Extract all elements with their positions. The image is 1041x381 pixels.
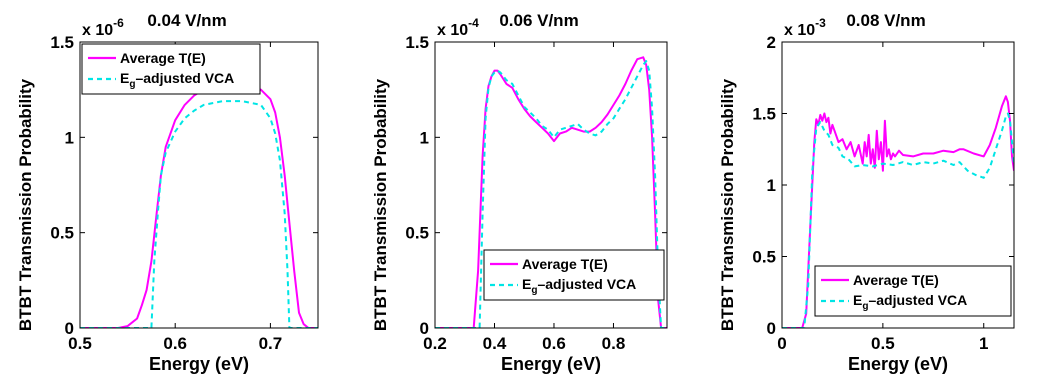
legend-box	[81, 43, 261, 95]
chart-title: 0.08 V/nm	[846, 11, 925, 30]
chart-title: 0.04 V/nm	[147, 11, 226, 30]
x-axis-label: Energy (eV)	[501, 354, 601, 374]
vca-series-line	[80, 100, 318, 328]
legend: Average T(E) Eg–adjusted VCA	[814, 265, 1012, 317]
x-tick-label: 0.7	[259, 334, 283, 353]
x-tick-label: 0.4	[483, 334, 507, 353]
y-tick-label: 0.5	[752, 248, 776, 267]
legend-label-average: Average T(E)	[853, 272, 939, 288]
y-tick-label: 1	[420, 128, 429, 147]
legend: Average T(E) Eg–adjusted VCA	[483, 249, 665, 301]
x-tick-label: 0.5	[68, 334, 92, 353]
scale-multiplier: x 10-3	[784, 16, 826, 39]
y-tick-label: 0.5	[405, 224, 429, 243]
axes-box	[79, 41, 319, 329]
x-tick-label: 0	[777, 334, 786, 353]
x-tick-label: 0.5	[871, 334, 895, 353]
legend-label-average: Average T(E)	[522, 256, 608, 272]
x-tick-label: 0.8	[602, 334, 626, 353]
x-axis-label: Energy (eV)	[848, 354, 948, 374]
y-tick-label: 1	[65, 128, 74, 147]
y-tick-label: 1.5	[752, 105, 776, 124]
axes-box	[434, 41, 668, 329]
y-tick-label: 0	[767, 319, 776, 338]
y-tick-label: 1.5	[50, 33, 74, 52]
legend-box	[814, 265, 1012, 317]
x-axis-label: Energy (eV)	[149, 354, 249, 374]
y-tick-label: 1	[767, 176, 776, 195]
y-tick-label: 1.5	[405, 33, 429, 52]
y-tick-label: 0	[420, 319, 429, 338]
x-tick-label: 0.6	[163, 334, 187, 353]
y-axis-label: BTBT Transmission Probability	[371, 78, 390, 331]
x-tick-label: 0.2	[423, 334, 447, 353]
vca-series-line	[782, 112, 1014, 328]
y-tick-label: 0	[65, 319, 74, 338]
chart-panel-3: 0 0.5 1 0 0.5 1 1.5 2 x 10-3 0.08 V/nm Energy (eV)…	[718, 11, 1015, 374]
chart-panel-2: 0.2 0.4 0.6 0.8 0 0.5 1 1.5 x 10-4 0.06 V/nm Energ…	[371, 11, 668, 374]
legend: Average T(E) Eg–adjusted VCA	[81, 43, 261, 95]
x-tick-label: 0.6	[542, 334, 566, 353]
chart-title: 0.06 V/nm	[499, 11, 578, 30]
legend-label-vca: Eg–adjusted VCA	[120, 70, 234, 90]
x-tick-label: 1	[979, 334, 988, 353]
legend-label-average: Average T(E)	[120, 50, 206, 66]
legend-label-vca: Eg–adjusted VCA	[853, 292, 967, 312]
scale-multiplier: x 10-4	[437, 16, 479, 39]
y-axis-label: BTBT Transmission Probability	[718, 78, 737, 331]
y-axis-label: BTBT Transmission Probability	[16, 78, 35, 331]
y-tick-label: 2	[767, 33, 776, 52]
legend-label-vca: Eg–adjusted VCA	[522, 276, 636, 296]
legend-box	[483, 249, 665, 301]
average-series-line	[782, 95, 1014, 328]
y-tick-label: 0.5	[50, 224, 74, 243]
scale-multiplier: x 10-6	[82, 16, 124, 39]
vca-series-line	[435, 60, 667, 328]
